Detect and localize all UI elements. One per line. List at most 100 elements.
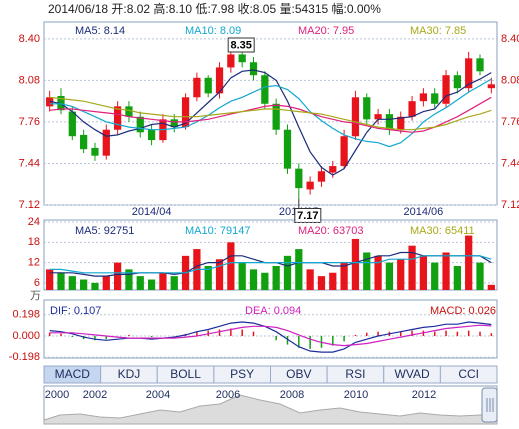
candle-body — [68, 111, 76, 137]
y-tick-label: 18 — [28, 236, 40, 248]
candle-body — [181, 97, 190, 128]
tab-label: BOLL — [170, 367, 201, 381]
volume-bar — [136, 276, 144, 290]
volume-bar — [215, 259, 224, 290]
candle-body — [295, 168, 303, 189]
candle-body — [102, 129, 110, 156]
tab[interactable]: MACD — [43, 365, 102, 384]
scroll-handle[interactable] — [481, 387, 498, 423]
legend-entry: MA5: 92751 — [75, 225, 134, 237]
legend-entry: MA5: 8.14 — [75, 25, 125, 37]
candle-body — [340, 136, 348, 167]
volume-bar — [340, 262, 348, 290]
y-tick-label: 6 — [34, 277, 40, 289]
legend-entry: MACD: 0.026 — [430, 305, 496, 317]
annotation-box — [227, 37, 255, 53]
tab-label: OBV — [286, 367, 311, 381]
tab-label: PSY — [230, 367, 254, 381]
indicator-line — [49, 96, 492, 133]
tab[interactable]: RSI — [326, 365, 385, 384]
volume-bar — [91, 282, 99, 290]
timeline-label: 2012 — [412, 389, 436, 401]
tab-label: WVAD — [395, 367, 430, 381]
candle-body — [419, 93, 428, 102]
candle-body — [80, 134, 88, 150]
legend-entry: MA20: 63703 — [298, 225, 363, 237]
y-tick-label-right: 8.40 — [501, 33, 519, 45]
candle-body — [147, 129, 156, 141]
legend-entry: MA20: 7.95 — [298, 25, 354, 37]
volume-bar — [68, 276, 76, 290]
tab[interactable]: BOLL — [156, 365, 215, 384]
volume-bar — [329, 272, 337, 290]
candle-body — [385, 114, 394, 130]
timeline-label: 2008 — [280, 389, 304, 401]
candle-body — [487, 84, 495, 89]
tab[interactable]: PSY — [213, 365, 271, 384]
volume-bar — [283, 255, 292, 290]
timeline-label: 2004 — [146, 389, 170, 401]
candle-body — [113, 106, 122, 130]
macd-panel — [43, 299, 498, 359]
candle-body — [442, 75, 450, 104]
annotation: 7.17 — [297, 210, 318, 222]
tab[interactable]: OBV — [270, 365, 328, 384]
candle-body — [91, 147, 99, 156]
volume-bar — [249, 269, 258, 290]
candle-body — [306, 181, 314, 190]
candle-body — [125, 106, 133, 117]
volume-bar — [295, 249, 303, 290]
candle-body — [261, 75, 269, 104]
y-tick-label: 0.000 — [12, 330, 40, 342]
candle-body — [215, 67, 224, 94]
candle-body — [453, 75, 461, 89]
tab-button[interactable] — [439, 365, 498, 384]
volume-bar — [487, 284, 495, 290]
volume-bar — [125, 269, 133, 290]
tab[interactable]: WVAD — [383, 365, 441, 384]
volume-bar — [261, 272, 269, 290]
volume-bar — [80, 279, 88, 290]
y-tick-label: 8.40 — [19, 33, 40, 45]
tab[interactable]: KDJ — [100, 365, 158, 384]
candle-body — [465, 58, 473, 89]
timeline-label: 2006 — [216, 389, 240, 401]
x-tick-label: 2014/04 — [132, 206, 172, 218]
timeline-label: 2002 — [83, 389, 107, 401]
volume-bar — [113, 262, 122, 290]
indicator-line — [49, 324, 492, 347]
x-tick-label: 2014/06 — [404, 206, 444, 218]
tab-label: RSI — [345, 367, 365, 381]
y-tick-label: 12 — [28, 257, 40, 269]
tab[interactable]: CCI — [439, 365, 498, 384]
candle-body — [249, 62, 258, 76]
y-tick-label: -0.198 — [9, 351, 40, 363]
candle-body — [238, 54, 246, 63]
y-tick-label: 7.12 — [19, 199, 40, 211]
indicator-line — [49, 255, 492, 274]
tab-label: KDJ — [118, 367, 141, 381]
volume-bar — [431, 262, 439, 290]
price-panel — [43, 21, 498, 206]
volume-panel — [43, 219, 498, 291]
indicator-line — [49, 96, 492, 131]
volume-bar — [102, 276, 110, 290]
volume-bar — [272, 265, 280, 290]
volume-bar — [238, 262, 246, 290]
candle-body — [329, 166, 337, 173]
volume-bar — [204, 265, 212, 290]
legend-entry: MA10: 8.09 — [185, 25, 241, 37]
volume-bar — [374, 255, 382, 290]
volume-bar — [465, 235, 473, 290]
candle-body — [57, 95, 65, 111]
volume-bar — [159, 272, 167, 290]
volume-bar — [57, 272, 65, 290]
volume-bar — [408, 245, 416, 290]
volume-bar — [306, 269, 314, 290]
candle-body — [204, 77, 212, 94]
y-tick-label-right: 8.08 — [501, 74, 519, 86]
tab-label: MACD — [55, 367, 91, 381]
tab-label: CCI — [458, 367, 479, 381]
timeline-label: 2010 — [344, 389, 368, 401]
volume-bar — [476, 262, 484, 290]
